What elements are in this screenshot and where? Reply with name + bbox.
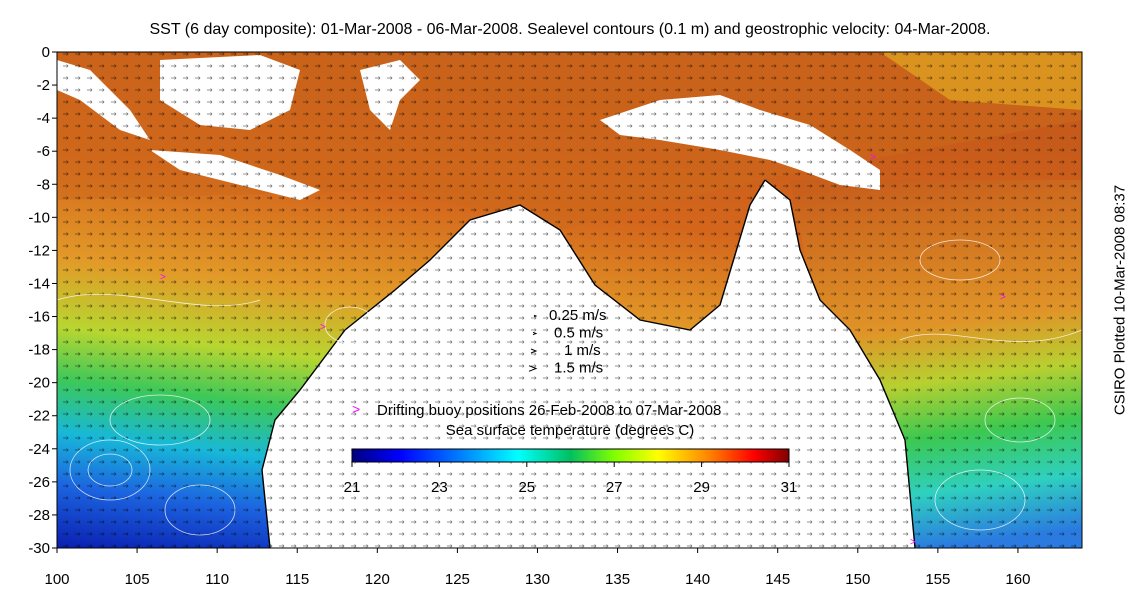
x-tick-label: 160 [1005,571,1030,588]
x-tick-label: 105 [125,571,150,588]
y-tick-label: -12 [28,242,50,259]
colorbar-tick-label: 25 [518,479,535,496]
buoy-legend-symbol: > [352,401,360,417]
x-tick-label: 150 [845,571,870,588]
velocity-legend-label: 0.25 m/s [549,307,607,324]
colorbar-tick-label: 31 [781,479,798,496]
x-tick-label: 130 [525,571,550,588]
y-axis: 0 -2 -4 -6 -8 -10 -12 -14 -16 -18 -20 -22 -24 -26 -28 -… [28,44,57,557]
y-tick-label: -6 [37,143,50,160]
y-tick-label: -14 [28,275,50,292]
y-tick-label: 0 [42,44,50,61]
colorbar-ticks: 21 23 25 27 29 31 [344,462,798,496]
velocity-arrow-icon [533,314,538,318]
velocity-arrow-icon [532,331,538,336]
velocity-arrow-icon [530,348,538,354]
y-tick-label: -26 [28,474,50,491]
velocity-legend-label: 1 m/s [564,342,601,359]
y-tick-label: -10 [28,209,50,226]
velocity-arrow-icon [528,365,538,372]
sst-field: > > > > > [57,52,1082,548]
colorbar-tick-label: 27 [606,479,623,496]
x-tick-label: 100 [44,571,69,588]
x-tick-label: 120 [365,571,390,588]
y-tick-label: -8 [37,176,50,193]
buoy-legend: > Drifting buoy positions 26-Feb-2008 to… [352,401,721,419]
x-tick-label: 115 [285,571,309,588]
y-tick-label: -4 [37,110,50,127]
x-axis: 100 105 110 115 120 125 130 135 140 145 150 155 160 [44,548,1030,588]
y-tick-label: -24 [28,441,50,458]
svg-text:>: > [870,152,876,163]
x-tick-label: 135 [605,571,630,588]
colorbar-tick-label: 23 [431,479,448,496]
plot-frame [56,51,1083,549]
credit-text: CSIRO Plotted 10-Mar-2008 08:37 [1111,184,1129,416]
y-tick-label: -18 [28,342,50,359]
y-tick-label: -28 [28,507,50,524]
sealevel-contours [57,239,1082,536]
svg-text:>: > [160,272,166,283]
svg-text:>: > [320,322,326,333]
x-tick-label: 155 [925,571,950,588]
x-tick-label: 125 [445,571,470,588]
y-tick-label: -30 [28,540,50,557]
buoy-markers: > > > > > [160,152,1006,548]
colorbar-tick-label: 29 [693,479,710,496]
y-tick-label: -20 [28,375,50,392]
buoy-legend-label: Drifting buoy positions 26-Feb-2008 to 0… [377,402,721,419]
colorbar-title: Sea surface temperature (degrees C) [446,422,694,439]
y-tick-label: -16 [28,309,50,326]
y-tick-label: -22 [28,408,50,425]
colorbar-tick-label: 21 [344,479,361,496]
x-tick-label: 110 [205,571,229,588]
colorbar-gradient [351,448,790,463]
svg-text:>: > [1000,292,1006,303]
velocity-legend-label: 0.5 m/s [554,325,603,342]
svg-text:>: > [910,537,916,548]
y-tick-label: -2 [37,77,50,94]
x-tick-label: 145 [765,571,790,588]
map-title: SST (6 day composite): 01-Mar-2008 - 06-… [149,21,991,38]
x-tick-label: 140 [685,571,710,588]
velocity-legend: 0.25 m/s0.5 m/s1 m/s1.5 m/s [528,307,607,377]
colorbar: Sea surface temperature (degrees C) 21 23… [344,422,798,496]
velocity-legend-label: 1.5 m/s [554,360,603,377]
